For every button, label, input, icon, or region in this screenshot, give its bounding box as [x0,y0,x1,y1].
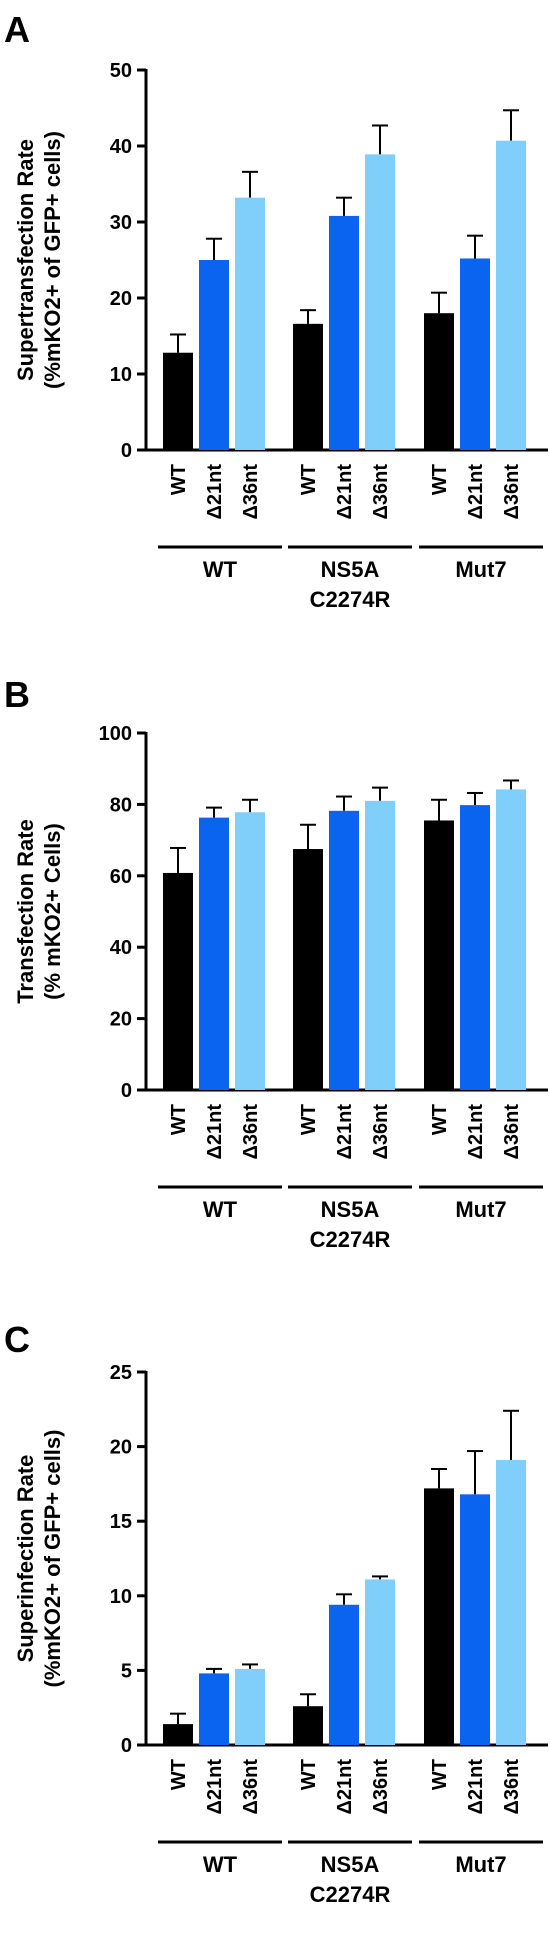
bar-d21nt [329,215,359,450]
category-label: Δ36nt [501,1759,523,1815]
bar-d36nt [365,800,395,1090]
y-tick-label: 0 [121,1735,132,1757]
y-tick-label: 20 [110,1009,132,1031]
group-label: Mut7 [455,557,506,582]
y-tick-label: 15 [110,1511,132,1533]
bar-d36nt [235,812,265,1090]
category-label: Δ36nt [370,1759,392,1815]
category-label: WT [298,1104,320,1135]
bar-d21nt [460,258,490,450]
chart-panel-a: A 0 10 20 30 40 50 Supertransfection Rate (%mKO2… [4,9,548,612]
category-label: Δ21nt [465,464,487,520]
group-label: C2274R [310,587,391,612]
category-label: Δ36nt [370,464,392,520]
category-label: Δ21nt [204,464,226,520]
bar-d36nt [496,1460,526,1745]
group-label: C2274R [310,1882,391,1907]
category-label: Δ21nt [334,464,356,520]
category-label: Δ36nt [370,1104,392,1160]
bar-wt [424,820,454,1090]
y-axis-subtitle: (% mKO2+ Cells) [40,823,65,1000]
category-label: WT [429,1104,451,1135]
category-label: Δ21nt [334,1104,356,1160]
y-tick-label: 0 [121,1080,132,1102]
group-label: Mut7 [455,1852,506,1877]
bar-d36nt [496,789,526,1090]
category-label: WT [298,464,320,495]
bar-wt [293,849,323,1090]
category-label: WT [168,464,190,495]
bar-d21nt [199,1673,229,1745]
bar-wt [424,1488,454,1745]
y-tick-label: 40 [110,136,132,158]
bar-wt [293,323,323,450]
bar-d21nt [199,260,229,450]
y-tick-label: 60 [110,866,132,888]
bar-d21nt [329,1604,359,1745]
panel-label: B [4,674,30,715]
group-label: NS5A [321,1852,380,1877]
y-tick-label: 5 [121,1660,132,1682]
y-tick-label: 50 [110,60,132,82]
category-label: Δ36nt [501,464,523,520]
y-axis-title: Transfection Rate [13,819,38,1004]
category-label: Δ36nt [240,1104,262,1160]
category-label: Δ21nt [465,1759,487,1815]
bar-d36nt [235,1668,265,1745]
bar-d21nt [460,805,490,1090]
y-tick-label: 0 [121,440,132,462]
category-label: Δ36nt [501,1104,523,1160]
y-tick-label: 10 [110,364,132,386]
bar-wt [293,1706,323,1745]
panel-label: C [4,1319,30,1360]
y-tick-label: 80 [110,794,132,816]
bar-d36nt [365,154,395,451]
bar-d21nt [329,810,359,1090]
chart-panel-b: B 0 20 40 60 80 100 Transfection Rate (% mKO2+ C… [4,674,548,1252]
category-label: Δ36nt [240,464,262,520]
group-label: WT [203,1852,238,1877]
bar-wt [163,1724,193,1745]
category-label: Δ21nt [334,1759,356,1815]
y-axis-subtitle: (%mKO2+ of GFP+ cells) [40,131,65,389]
group-label: Mut7 [455,1197,506,1222]
y-axis-title: Superinfection Rate [13,1455,38,1663]
group-label: NS5A [321,557,380,582]
group-label: WT [203,1197,238,1222]
bar-wt [163,872,193,1090]
category-label: Δ36nt [240,1759,262,1815]
y-tick-label: 20 [110,1437,132,1459]
y-axis-subtitle: (%mKO2+ of GFP+ cells) [40,1430,65,1688]
bar-wt [424,313,454,450]
panel-label: A [4,9,30,50]
bar-d36nt [496,140,526,450]
bar-wt [163,352,193,450]
y-axis-title: Supertransfection Rate [13,139,38,381]
bar-d36nt [235,197,265,450]
category-label: WT [168,1759,190,1790]
group-label: WT [203,557,238,582]
chart-panel-c: C 0 5 10 15 20 25 Superinfection Rate (%mKO2+ of… [4,1319,548,1907]
y-tick-label: 100 [99,723,132,745]
y-tick-label: 20 [110,288,132,310]
bar-d21nt [199,817,229,1090]
y-tick-label: 40 [110,937,132,959]
category-label: Δ21nt [204,1104,226,1160]
category-label: Δ21nt [204,1759,226,1815]
category-label: WT [168,1104,190,1135]
bar-d36nt [365,1579,395,1745]
category-label: Δ21nt [465,1104,487,1160]
y-tick-label: 25 [110,1362,132,1384]
category-label: WT [429,1759,451,1790]
y-tick-label: 10 [110,1586,132,1608]
y-tick-label: 30 [110,212,132,234]
group-label: C2274R [310,1227,391,1252]
category-label: WT [298,1759,320,1790]
bar-d21nt [460,1494,490,1745]
group-label: NS5A [321,1197,380,1222]
category-label: WT [429,464,451,495]
